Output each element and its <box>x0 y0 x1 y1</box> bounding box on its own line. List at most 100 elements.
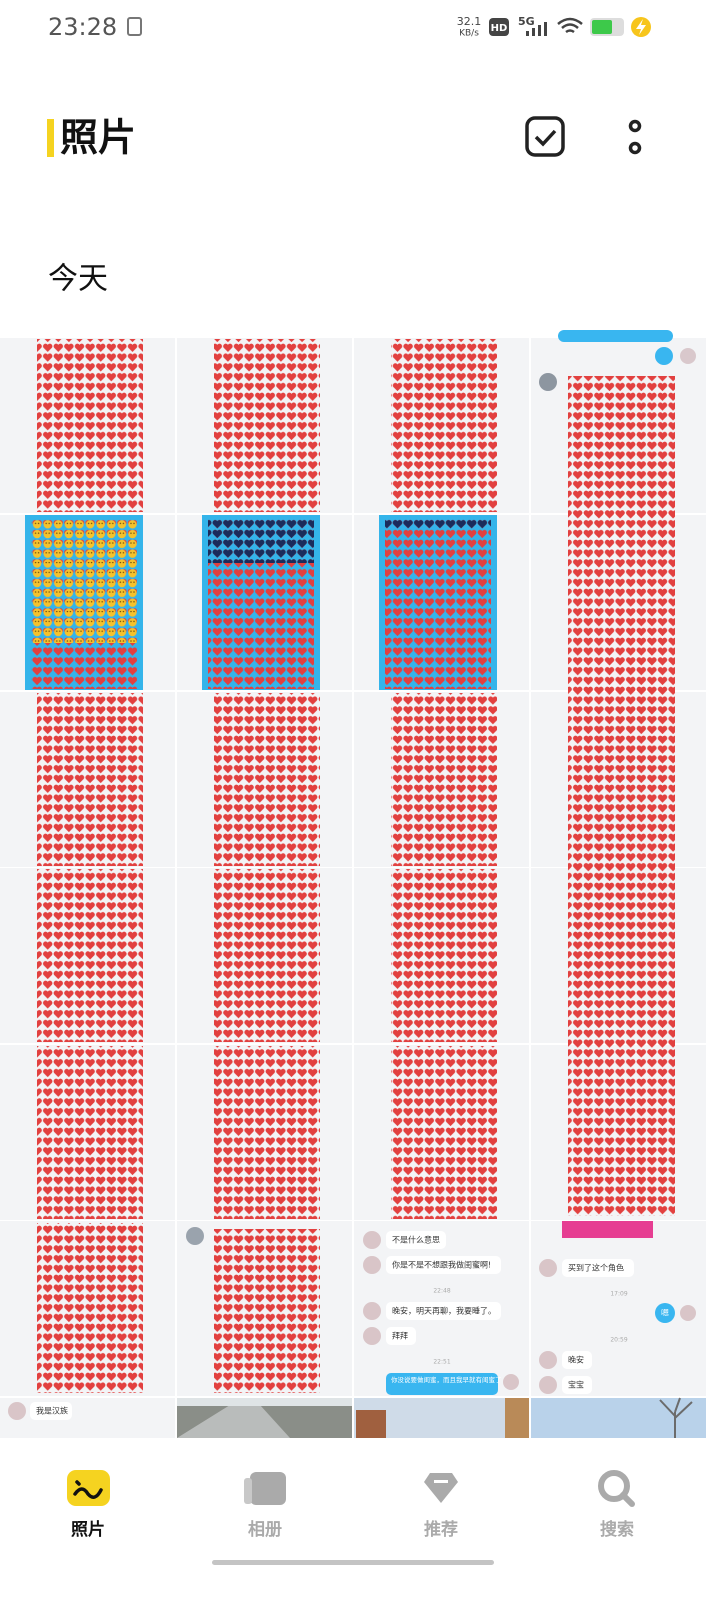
avatar <box>186 1227 204 1245</box>
tab-label[interactable]: 相册 <box>248 1519 282 1540</box>
chat-bubble <box>30 1402 72 1420</box>
title-accent <box>47 119 54 157</box>
tab-icon-search <box>598 1470 630 1502</box>
avatar <box>539 1351 557 1369</box>
heart-strip <box>385 519 491 689</box>
sticker <box>562 1221 653 1238</box>
chat-time: 22:51 <box>433 1359 450 1366</box>
chat-text: 宝宝 <box>568 1380 584 1390</box>
dark-hearts <box>385 519 491 529</box>
tab-icon-recommend <box>424 1473 458 1503</box>
heart-strip <box>214 869 320 1042</box>
heart-strip <box>391 869 497 1042</box>
emoji-strip <box>31 519 137 643</box>
avatar <box>539 373 557 391</box>
hd-badge <box>489 18 509 36</box>
avatar <box>680 1305 696 1321</box>
photo-house <box>356 1410 386 1438</box>
chat-bubble <box>386 1302 501 1320</box>
section-title: 今天 <box>48 262 108 297</box>
bolt <box>636 19 646 35</box>
tab-icon-photos <box>67 1470 110 1506</box>
avatar <box>539 1259 557 1277</box>
diamond-line <box>434 1480 448 1483</box>
search-handle <box>620 1492 635 1507</box>
avatar <box>363 1302 381 1320</box>
tab-icon-albums <box>250 1472 286 1505</box>
thumbnail[interactable] <box>0 1398 175 1438</box>
chat-bubble <box>386 1231 446 1249</box>
album-back <box>244 1478 252 1504</box>
chat-text: 不是什么意思 <box>392 1235 440 1245</box>
photos-squiggle <box>73 1480 103 1499</box>
chat-bubble <box>562 1376 592 1394</box>
chat-bubble <box>386 1327 416 1345</box>
dark-hearts <box>208 519 314 563</box>
avatar <box>680 348 696 364</box>
chat-bubble <box>386 1256 501 1274</box>
chat-text: 晚安，明天再聊，我要睡了。 <box>392 1306 496 1316</box>
page-title: 照片 <box>60 116 136 160</box>
heart-strip <box>37 693 143 866</box>
heart-strip <box>37 869 143 1042</box>
home-indicator <box>212 1560 494 1565</box>
signal <box>526 22 547 36</box>
network-label: 5G <box>518 15 535 28</box>
chat-text: 拜拜 <box>392 1331 408 1341</box>
net-speed-unit: KB/s <box>459 29 479 39</box>
select-button[interactable] <box>525 116 565 157</box>
heart-strip <box>391 693 497 866</box>
photo-tree <box>659 1397 693 1438</box>
heart-strip <box>214 1229 320 1393</box>
avatar <box>363 1256 381 1274</box>
tab-label[interactable]: 照片 <box>71 1519 105 1540</box>
emoji-bubble <box>655 347 673 365</box>
thumbnail[interactable] <box>531 1221 706 1396</box>
heart-strip <box>37 1223 143 1393</box>
battery-level <box>592 20 612 34</box>
photo-wall <box>505 1398 529 1438</box>
chat-bubble <box>386 1373 498 1395</box>
avatar <box>363 1327 381 1345</box>
chat-text: 我是汉族 <box>36 1406 68 1416</box>
avatar <box>8 1402 26 1420</box>
heart-strip <box>391 1046 497 1219</box>
chat-text: 你是不是不想跟我做闺蜜啊! <box>392 1260 491 1270</box>
chat-time: 20:59 <box>610 1337 627 1344</box>
avatar <box>363 1231 381 1249</box>
status-time: 23:28 <box>48 13 117 41</box>
copy-icon <box>127 17 142 36</box>
chat-text: 嗯 <box>661 1309 669 1318</box>
avatar <box>503 1374 519 1390</box>
chat-bubble <box>655 1303 675 1323</box>
chat-text: 晚安 <box>568 1355 584 1365</box>
heart-strip <box>37 339 143 512</box>
chat-time: 17:09 <box>610 1291 627 1298</box>
chat-bubble <box>558 330 673 342</box>
chat-text: 买到了这个角色 <box>568 1263 624 1273</box>
photo-sky <box>177 1398 352 1406</box>
chat-bubble <box>562 1259 634 1277</box>
chat-time: 22:48 <box>433 1288 450 1295</box>
more-button[interactable] <box>628 119 642 155</box>
heart-strip <box>214 693 320 866</box>
tab-label[interactable]: 推荐 <box>424 1519 458 1540</box>
hd-label: HD <box>491 23 508 34</box>
wifi <box>557 17 583 34</box>
heart-strip <box>214 339 320 512</box>
heart-strip <box>391 339 497 512</box>
chat-text: 你没说要做闺蜜，而且我早就有闺蜜了 <box>391 1375 502 1384</box>
check-icon <box>534 129 557 147</box>
tab-label[interactable]: 搜索 <box>600 1519 634 1540</box>
heart-strip <box>214 1046 320 1219</box>
heart-strip <box>37 1046 143 1219</box>
photo[interactable] <box>531 1398 706 1438</box>
chat-bubble <box>562 1351 592 1369</box>
net-speed: 32.1 <box>457 15 482 28</box>
heart-strip <box>568 376 675 1216</box>
avatar <box>539 1376 557 1394</box>
tab-bar <box>0 1438 720 1600</box>
